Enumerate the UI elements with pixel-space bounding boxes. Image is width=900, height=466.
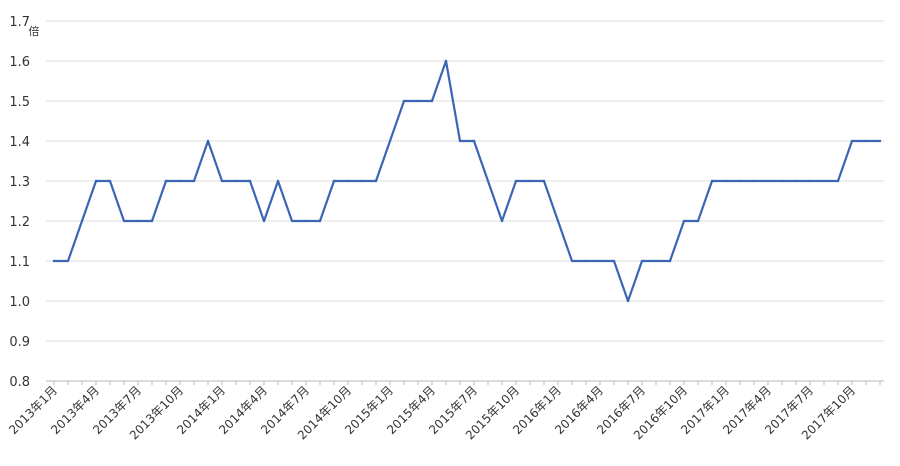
data-point (612, 259, 616, 263)
data-point (584, 259, 588, 263)
data-point (444, 59, 448, 63)
x-axis: 2013年1月2013年4月2013年7月2013年10月2014年1月2014… (6, 380, 884, 442)
y-tick-label: 1.6 (9, 55, 30, 70)
data-point (682, 219, 686, 223)
data-point (360, 179, 364, 183)
data-point (318, 219, 322, 223)
y-tick-label: 1.3 (9, 175, 30, 190)
data-point (276, 179, 280, 183)
series-line (52, 59, 882, 303)
data-point (94, 179, 98, 183)
data-point (528, 179, 532, 183)
data-point (794, 179, 798, 183)
data-point (262, 219, 266, 223)
data-point (668, 259, 672, 263)
data-point (150, 219, 154, 223)
data-point (752, 179, 756, 183)
data-point (486, 179, 490, 183)
data-point (654, 259, 658, 263)
data-point (136, 219, 140, 223)
data-point (598, 259, 602, 263)
data-point (878, 139, 882, 143)
data-point (80, 219, 84, 223)
y-tick-label: 0.8 (9, 375, 30, 390)
data-point (178, 179, 182, 183)
data-point (472, 139, 476, 143)
y-tick-label: 1.4 (9, 135, 30, 150)
y-tick-label: 1.5 (9, 95, 30, 110)
data-point (164, 179, 168, 183)
y-unit-label: 倍 (29, 24, 40, 38)
data-point (388, 139, 392, 143)
data-point (738, 179, 742, 183)
data-point (374, 179, 378, 183)
data-point (234, 179, 238, 183)
data-point (626, 299, 630, 303)
data-point (122, 219, 126, 223)
y-tick-label: 0.9 (9, 335, 30, 350)
data-point (346, 179, 350, 183)
data-point (514, 179, 518, 183)
data-point (220, 179, 224, 183)
series-layer (52, 59, 882, 303)
data-point (850, 139, 854, 143)
y-tick-label: 1.0 (9, 295, 30, 310)
y-tick-label: 1.1 (9, 255, 30, 270)
data-point (864, 139, 868, 143)
data-point (822, 179, 826, 183)
data-point (304, 219, 308, 223)
data-point (66, 259, 70, 263)
data-point (402, 99, 406, 103)
data-point (808, 179, 812, 183)
data-point (836, 179, 840, 183)
data-point (332, 179, 336, 183)
data-point (458, 139, 462, 143)
data-point (696, 219, 700, 223)
data-point (430, 99, 434, 103)
data-point (640, 259, 644, 263)
data-point (542, 179, 546, 183)
data-point (108, 179, 112, 183)
data-point (206, 139, 210, 143)
data-point (780, 179, 784, 183)
data-point (290, 219, 294, 223)
data-point (500, 219, 504, 223)
data-point (52, 259, 56, 263)
y-tick-label: 1.7 (9, 15, 30, 30)
y-tick-label: 1.2 (9, 215, 30, 230)
data-point (766, 179, 770, 183)
data-point (416, 99, 420, 103)
y-axis: 0.8 0.9 1.0 1.1 1.2 1.3 1.4 1.5 1.6 1.7 (9, 15, 30, 390)
data-point (724, 179, 728, 183)
data-point (248, 179, 252, 183)
data-point (192, 179, 196, 183)
data-point (710, 179, 714, 183)
data-point (556, 219, 560, 223)
data-point (570, 259, 574, 263)
